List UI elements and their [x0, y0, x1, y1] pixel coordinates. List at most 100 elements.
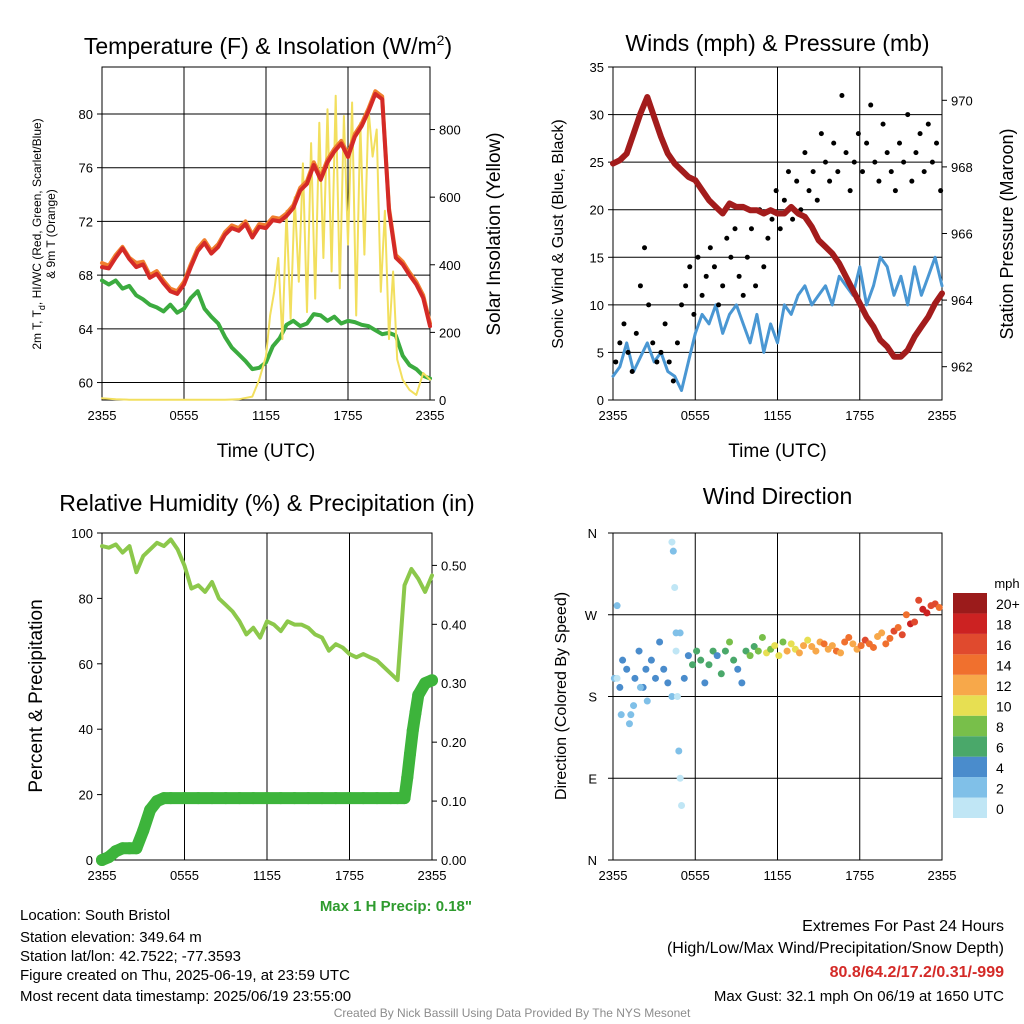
direction-point [627, 711, 635, 719]
direction-point [783, 647, 791, 655]
direction-point [676, 774, 684, 782]
gust-point [728, 254, 734, 260]
gust-point [888, 169, 894, 175]
temp-y2-tick-label: 800 [439, 123, 461, 138]
gust-point [691, 311, 697, 317]
rh-y2-tick-label: 0.40 [441, 617, 466, 632]
wind-y-tick-label: 25 [590, 155, 604, 170]
direction-point [734, 665, 742, 673]
gust-point [822, 159, 828, 165]
gust-point [839, 93, 845, 99]
gust-point [897, 140, 903, 146]
gust-point [711, 264, 717, 270]
gust-point [909, 178, 915, 184]
pressure-line [610, 94, 945, 360]
dir-y-tick-label: N [588, 853, 597, 868]
rh-title: Relative Humidity (%) & Precipitation (i… [59, 490, 474, 516]
direction-point [642, 665, 650, 673]
dir-title: Wind Direction [703, 483, 853, 509]
gust-point [864, 140, 870, 146]
dir-y-tick-label: S [588, 690, 597, 705]
colorbar-label: 14 [996, 658, 1012, 674]
gust-point [880, 121, 886, 127]
sonic-wind-line [611, 255, 944, 392]
temp-x-axis-label: Time (UTC) [217, 441, 316, 462]
rh-x-tick-label: 2355 [418, 868, 447, 883]
colorbar-label: 16 [996, 637, 1012, 653]
temp-y-tick-label: 76 [79, 161, 93, 176]
colorbar-unit-label: mph [994, 576, 1019, 591]
gust-point [654, 359, 660, 365]
rh-y-tick-label: 60 [79, 657, 93, 672]
gust-point [662, 321, 668, 327]
temp-y-tick-label: 68 [79, 268, 93, 283]
direction-point [643, 697, 651, 705]
temp-y-tick-label: 64 [79, 322, 93, 337]
dir-y-axis-label: Direction (Colored By Speed) [553, 592, 570, 800]
direction-point [668, 538, 676, 546]
temp-y-tick-label: 72 [79, 214, 93, 229]
direction-point [635, 647, 643, 655]
temp-y2-tick-label: 0 [439, 393, 446, 408]
gust-point [872, 159, 878, 165]
gust-point [806, 188, 812, 194]
gust-point [736, 273, 742, 279]
dir-x-tick-label: 2355 [599, 868, 628, 883]
direction-point [617, 711, 625, 719]
direction-point [721, 647, 729, 655]
temp-y2-tick-label: 600 [439, 190, 461, 205]
gust-point [617, 340, 623, 346]
colorbar-swatch [953, 736, 987, 757]
wind-x-tick-label: 1155 [764, 408, 792, 423]
wind-y-tick-label: 10 [590, 298, 604, 313]
direction-point [625, 720, 633, 728]
gust-point [670, 378, 676, 384]
max-gust: Max Gust: 32.1 mph On 06/19 at 1650 UTC [713, 988, 1004, 1005]
rh-y2-tick-label: 0.50 [441, 558, 466, 573]
wind-y2-tick-label: 964 [951, 293, 973, 308]
direction-point [758, 633, 766, 641]
temp-x-tick-label: 1755 [334, 408, 363, 423]
gust-point [716, 302, 722, 308]
gust-point [921, 169, 927, 175]
direction-point [672, 629, 680, 637]
direction-point [671, 584, 679, 591]
direction-point [894, 623, 902, 631]
colorbar-swatch [953, 777, 987, 798]
gust-point [843, 150, 849, 156]
wind-y-tick-label: 30 [590, 108, 604, 123]
dir-x-tick-label: 0555 [681, 868, 710, 883]
temp-x-tick-label: 2355 [88, 408, 117, 423]
wind-panel: 2355 0555 1155 1755 235505101520253035962964… [550, 30, 1017, 462]
wind-x-tick-label: 0555 [681, 408, 710, 423]
rh-x-tick-label: 2355 [88, 868, 117, 883]
direction-point [902, 611, 910, 619]
dewpoint-line [100, 278, 432, 381]
footer-recent: Most recent data timestamp: 2025/06/19 2… [20, 988, 352, 1005]
gust-point [901, 159, 907, 165]
direction-point [820, 640, 828, 648]
direction-point [619, 656, 627, 664]
temp-y-axis-label-line2: & 9m T (Orange) [44, 189, 58, 279]
direction-point [787, 640, 795, 648]
direction-point [630, 702, 638, 710]
colorbar-swatch [953, 613, 987, 634]
direction-point [795, 649, 803, 657]
extremes-subtitle: (High/Low/Max Wind/Precipitation/Snow De… [666, 940, 1004, 957]
gust-point [905, 112, 911, 118]
wind-title: Winds (mph) & Pressure (mb) [625, 30, 929, 56]
dir-y-tick-label: N [588, 526, 597, 541]
direction-point [779, 638, 787, 646]
direction-point [886, 634, 894, 642]
direction-point [680, 674, 688, 682]
gust-point [732, 226, 738, 232]
colorbar-label: 20+ [996, 596, 1020, 612]
rh-y2-tick-label: 0.20 [441, 735, 466, 750]
rh-y2-tick-label: 0.30 [441, 676, 466, 691]
gust-point [884, 150, 890, 156]
gust-point [785, 169, 791, 175]
temp-title: Temperature (F) & Insolation (W/m2) [84, 32, 452, 59]
wind-y-tick-label: 0 [597, 393, 604, 408]
direction-point [882, 640, 890, 648]
gust-point [674, 340, 680, 346]
